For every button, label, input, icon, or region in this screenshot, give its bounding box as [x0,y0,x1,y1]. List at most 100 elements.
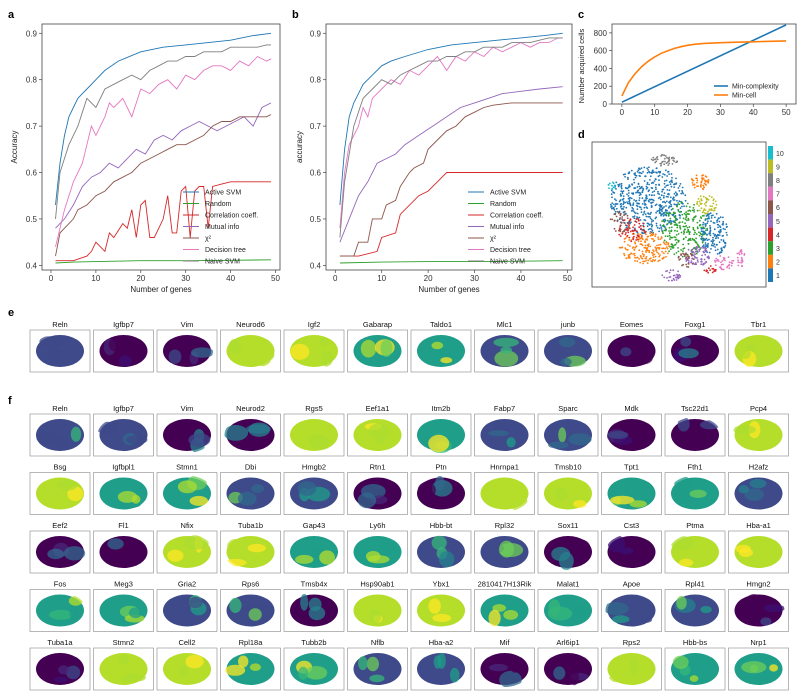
tsne-point [700,207,703,210]
tsne-point [693,229,696,232]
tsne-point [638,174,641,177]
tsne-point [641,257,643,260]
tsne-point [650,201,653,204]
tsne-point [666,219,669,222]
tsne-point [700,181,703,184]
tsne-point [697,244,699,247]
tsne-point [667,243,669,246]
tsne-point [711,205,713,208]
tsne-point [676,193,679,196]
tsne-point [648,258,651,260]
gene-thumbnail: Hbb-bt [410,521,472,574]
x-tick-label: 40 [516,274,525,283]
series-line-mutual_info [55,102,272,229]
tsne-point [610,205,613,208]
expression-spot [224,425,249,441]
tsne-point [621,246,624,249]
tsne-point [621,216,624,218]
gene-label: Taldo1 [430,320,452,329]
tsne-point [645,256,648,258]
tsne-point [670,208,673,211]
expression-spots [431,341,453,364]
expression-spot [380,339,393,357]
tsne-point [685,225,688,227]
tsne-point [668,189,671,192]
tsne-point [633,217,636,220]
tsne-point [648,215,651,218]
tsne-point [719,229,722,232]
gene-thumbnail: Apoe [601,580,662,632]
tsne-point [673,186,676,189]
tsne-point [723,241,726,244]
tsne-point [709,212,712,215]
tsne-point [693,263,696,265]
tsne-point [716,253,719,255]
expression-spot [677,417,690,432]
tsne-point [646,262,649,264]
tsne-point [690,261,692,264]
tsne-point [663,192,666,195]
tsne-point [698,219,701,222]
tsne-point [631,183,633,186]
tsne-point [655,188,657,191]
tsne-point [646,181,649,184]
tsne-point [636,238,639,241]
tsne-point [697,261,699,263]
tsne-point [625,232,627,234]
gene-thumbnail: Nfix [156,521,218,574]
gene-thumbnail: Gap43 [283,521,345,574]
tsne-point [741,258,744,261]
tsne-point [650,223,653,226]
tsne-point [650,260,652,262]
tsne-point [636,231,639,234]
gene-label: Ptn [435,463,446,472]
tsne-point [707,271,709,274]
tsne-point [672,269,675,272]
tsne-point [698,246,701,249]
expression-spots [428,434,452,453]
tsne-point [654,255,657,258]
tsne-point [637,182,640,185]
tsne-point [695,252,698,255]
tsne-point [636,216,638,218]
tsne-point [668,250,670,253]
gene-thumbnail: Tpt1 [601,463,662,515]
tsne-point [628,239,631,241]
expression-spot [178,666,189,678]
tsne-point [624,228,627,231]
tsne-point [700,235,703,238]
expression-spot [605,602,629,616]
expression-base [480,594,529,627]
tsne-point [702,221,705,224]
gene-label: Pcp4 [750,404,767,413]
tsne-point [633,173,636,175]
tsne-point [652,219,655,222]
tsne-point [627,186,630,189]
tsne-point [669,183,672,186]
expression-spot [249,663,261,671]
tsne-point [681,213,684,216]
tsne-point [623,206,625,208]
expression-spot [167,549,184,562]
gene-thumbnail: Tubb2b [283,638,345,691]
expression-spot [247,543,266,553]
tsne-point [736,252,739,255]
tsne-point [693,186,696,189]
tsne-point [615,202,617,205]
expression-spot [433,655,442,669]
expression-spot [740,348,751,359]
legend-label: Min-complexity [732,84,779,91]
tsne-point [683,212,686,215]
chart-a-xlabel: Number of genes [130,285,191,294]
tsne-point [692,226,695,229]
gene-label: Itm2b [432,404,451,413]
expression-spot [118,355,132,367]
tsne-point [704,223,706,225]
tsne-point [682,243,684,246]
tsne-point [662,241,665,244]
colorbar-segment [768,146,773,160]
tsne-point [660,164,662,167]
expression-spots [673,336,699,363]
legend: Active SVM Random Correlation coeff. Mutual… [183,190,258,266]
tsne-point [648,170,650,173]
